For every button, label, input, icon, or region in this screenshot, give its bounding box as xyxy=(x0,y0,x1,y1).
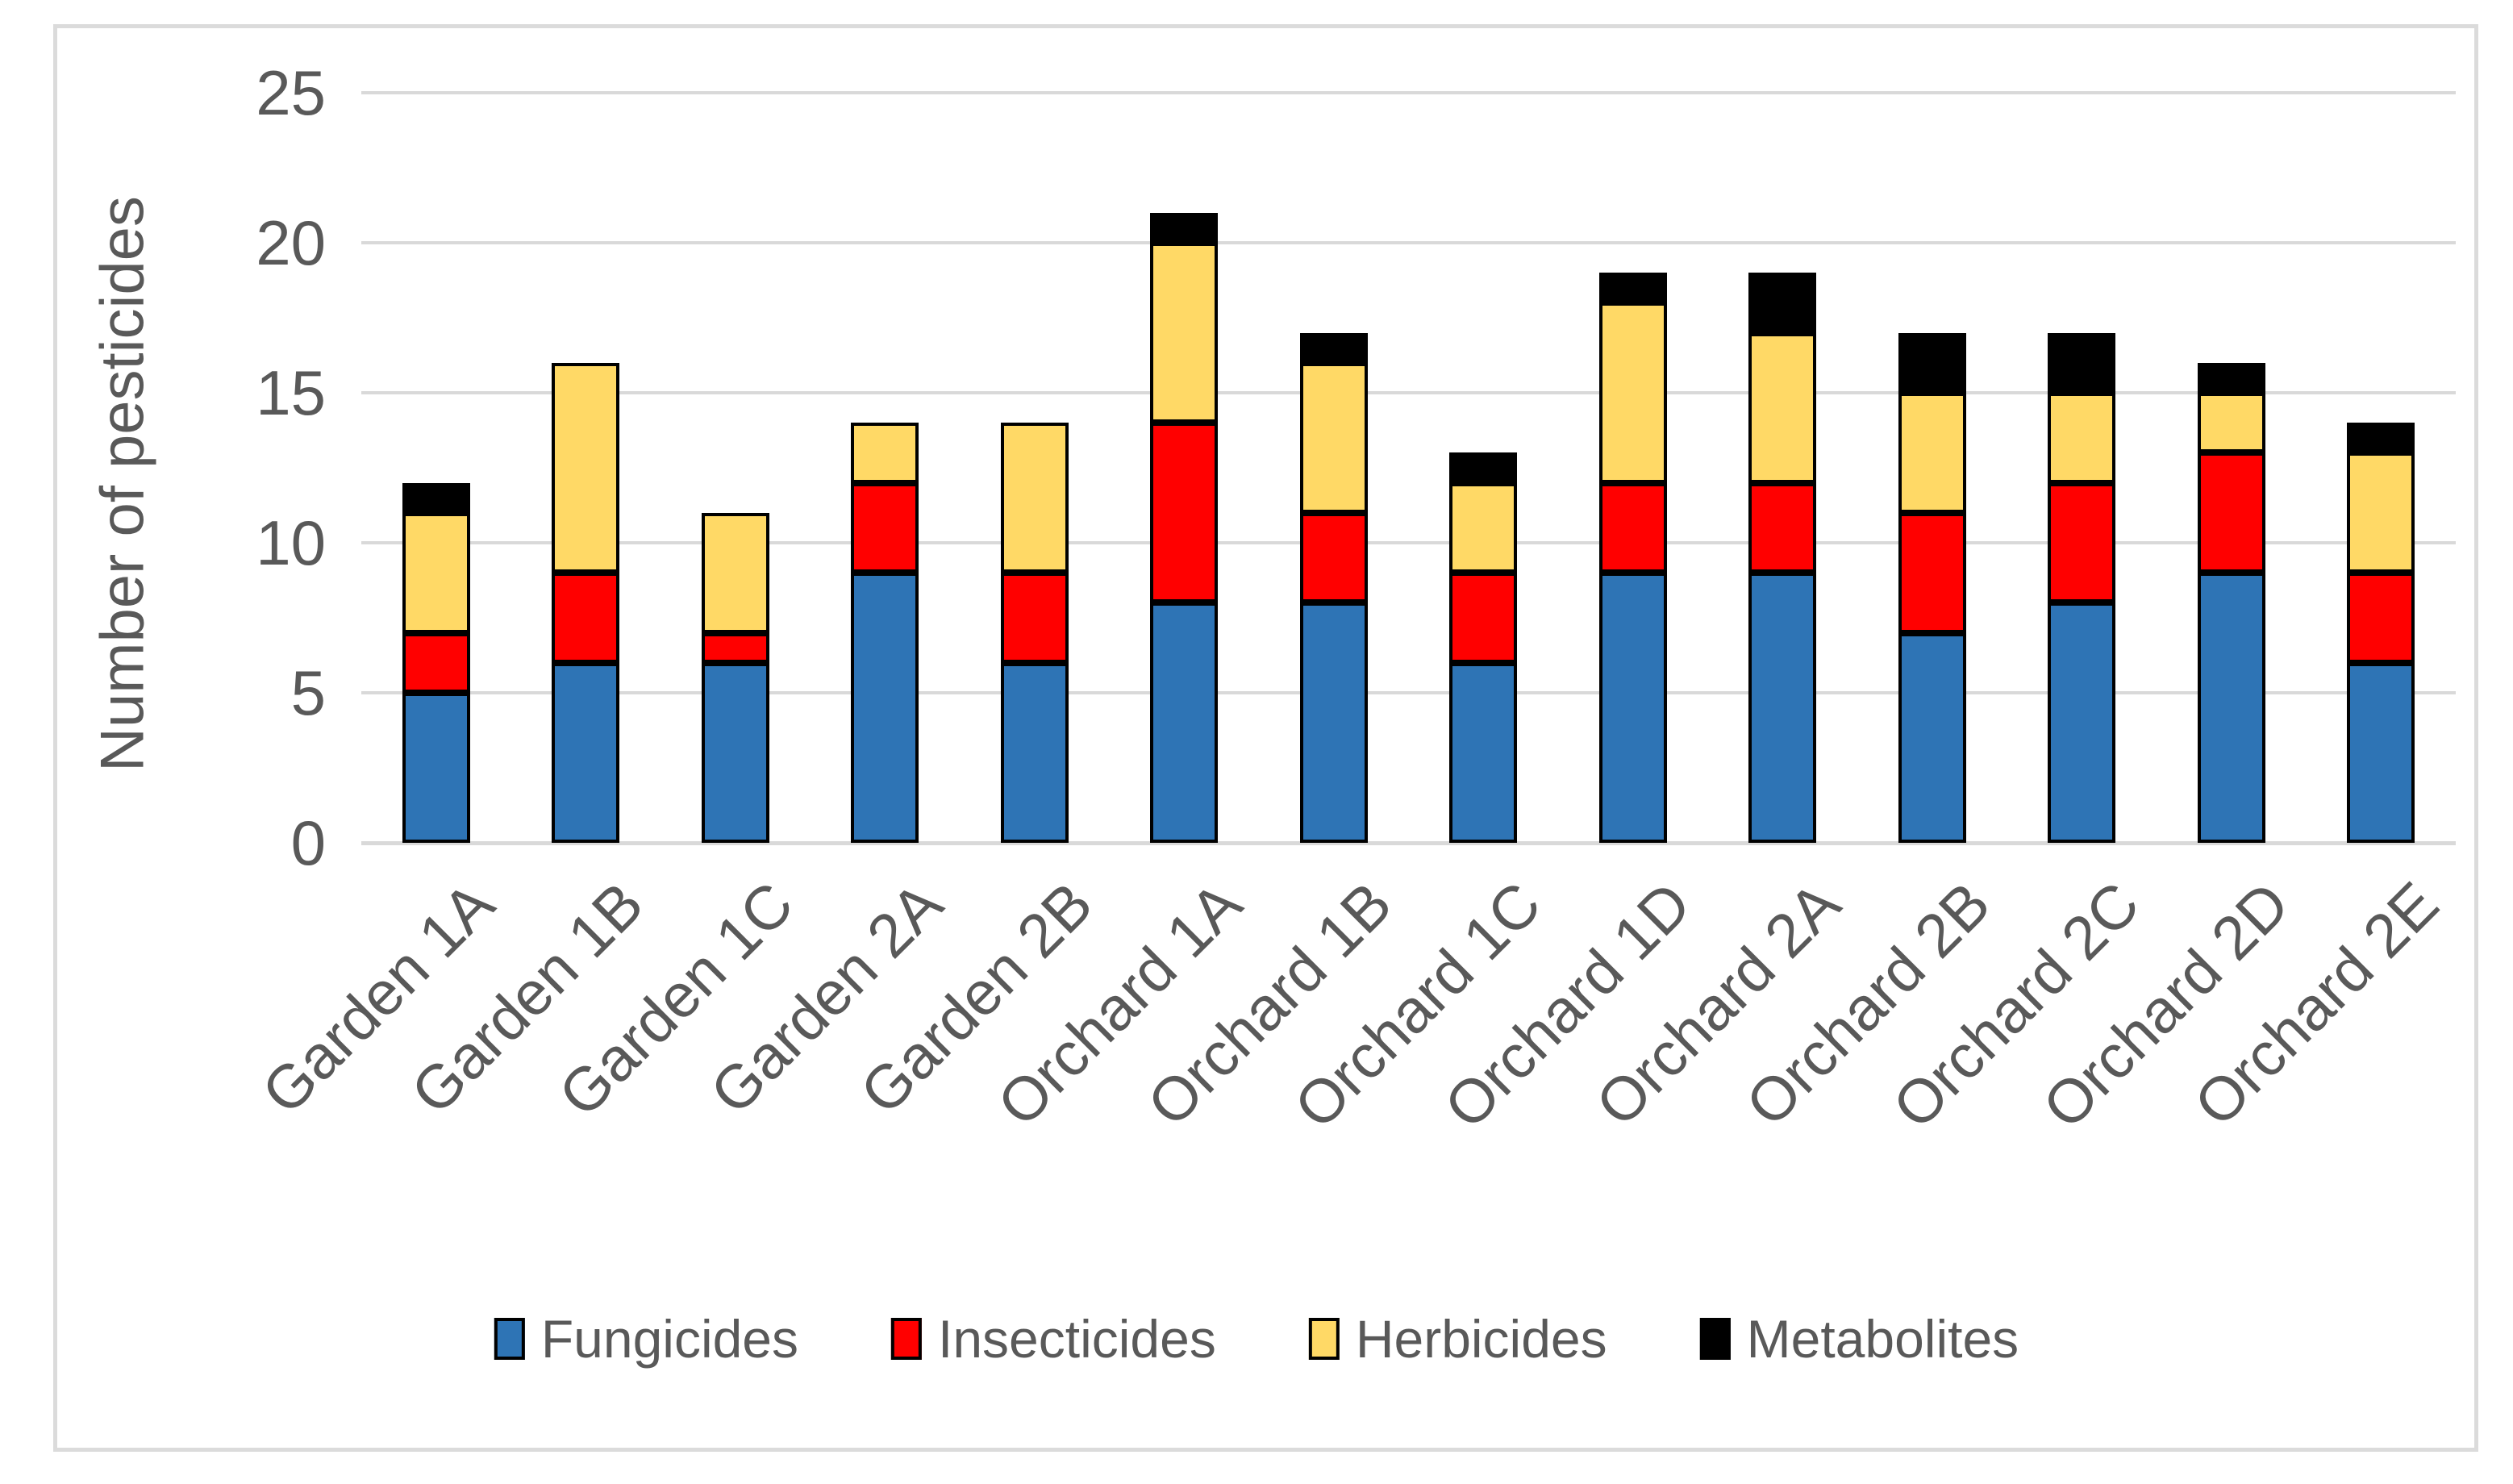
bar-segment-insecticides-orchard-2c xyxy=(2048,482,2116,603)
bar-segment-fungicides-orchard-1a xyxy=(1150,602,1219,843)
bar-segment-metabolites-orchard-1d xyxy=(1598,273,1667,303)
legend-item-metabolites: Metabolites xyxy=(1699,1308,2019,1369)
bar-segment-herbicides-orchard-2a xyxy=(1748,332,1817,483)
bar-segment-insecticides-garden-1b xyxy=(552,573,620,663)
bar-segment-fungicides-garden-1c xyxy=(701,662,769,843)
legend-swatch-insecticides xyxy=(891,1318,923,1360)
bar-segment-insecticides-garden-2a xyxy=(851,482,919,573)
bar-segment-herbicides-orchard-2c xyxy=(2048,393,2116,483)
legend-item-insecticides: Insecticides xyxy=(891,1308,1216,1369)
legend-label-metabolites: Metabolites xyxy=(1746,1309,2019,1369)
gridline-25 xyxy=(361,91,2456,94)
bar-segment-herbicides-garden-1b xyxy=(552,362,620,573)
bar-segment-insecticides-orchard-2d xyxy=(2197,452,2265,573)
bar-segment-insecticides-garden-2b xyxy=(1000,573,1069,663)
gridline-15 xyxy=(361,391,2456,394)
gridline-20 xyxy=(361,241,2456,244)
bar-segment-fungicides-garden-2b xyxy=(1000,662,1069,843)
bar-segment-insecticides-orchard-2a xyxy=(1748,482,1817,573)
bar-segment-metabolites-orchard-2d xyxy=(2197,362,2265,393)
bar-segment-fungicides-orchard-2a xyxy=(1748,573,1817,843)
y-axis-tick-label-10: 10 xyxy=(256,507,326,578)
bar-segment-fungicides-garden-1a xyxy=(402,693,470,843)
bar-segment-herbicides-garden-2a xyxy=(851,423,919,483)
gridline-5 xyxy=(361,691,2456,694)
bar-segment-insecticides-orchard-1b xyxy=(1299,512,1368,603)
legend-swatch-herbicides xyxy=(1308,1318,1340,1360)
bar-segment-fungicides-orchard-2b xyxy=(1898,632,1966,843)
bar-segment-fungicides-orchard-1d xyxy=(1598,573,1667,843)
bar-segment-insecticides-orchard-1c xyxy=(1449,573,1518,663)
bar-segment-metabolites-orchard-1a xyxy=(1150,212,1219,243)
x-axis-line xyxy=(361,841,2456,845)
legend-swatch-fungicides xyxy=(494,1318,525,1360)
legend-label-herbicides: Herbicides xyxy=(1355,1309,1607,1369)
y-axis-tick-label-0: 0 xyxy=(290,807,326,878)
bar-segment-herbicides-orchard-1b xyxy=(1299,362,1368,513)
bar-segment-metabolites-orchard-1b xyxy=(1299,332,1368,363)
bar-segment-herbicides-orchard-1d xyxy=(1598,302,1667,483)
bar-segment-metabolites-orchard-1c xyxy=(1449,452,1518,483)
bar-segment-herbicides-garden-1a xyxy=(402,512,470,633)
bar-segment-metabolites-garden-1a xyxy=(402,482,470,513)
legend-label-fungicides: Fungicides xyxy=(540,1309,799,1369)
plot-area xyxy=(361,91,2456,845)
bar-segment-insecticides-orchard-2b xyxy=(1898,512,1966,633)
bar-segment-metabolites-orchard-2a xyxy=(1748,273,1817,333)
bar-segment-herbicides-garden-1c xyxy=(701,512,769,633)
bar-segment-fungicides-orchard-1b xyxy=(1299,602,1368,843)
bar-segment-herbicides-garden-2b xyxy=(1000,423,1069,573)
bar-segment-insecticides-orchard-1d xyxy=(1598,482,1667,573)
bar-segment-fungicides-orchard-2c xyxy=(2048,602,2116,843)
bar-segment-herbicides-orchard-2d xyxy=(2197,393,2265,453)
bar-segment-fungicides-orchard-1c xyxy=(1449,662,1518,843)
y-axis-tick-label-5: 5 xyxy=(290,657,326,728)
bar-segment-fungicides-garden-2a xyxy=(851,573,919,843)
bar-segment-metabolites-orchard-2b xyxy=(1898,332,1966,393)
bar-segment-herbicides-orchard-2e xyxy=(2347,452,2415,573)
gridline-10 xyxy=(361,541,2456,544)
legend-item-herbicides: Herbicides xyxy=(1308,1308,1607,1369)
y-axis-tick-label-25: 25 xyxy=(256,57,326,128)
bar-segment-metabolites-orchard-2e xyxy=(2347,423,2415,453)
legend: Fungicides Insecticides Herbicides Metaboli… xyxy=(494,1308,2019,1369)
bar-segment-fungicides-orchard-2e xyxy=(2347,662,2415,843)
legend-swatch-metabolites xyxy=(1699,1318,1731,1360)
bar-segment-insecticides-garden-1a xyxy=(402,632,470,693)
bar-segment-fungicides-garden-1b xyxy=(552,662,620,843)
bar-segment-herbicides-orchard-1c xyxy=(1449,482,1518,573)
y-axis-tick-label-15: 15 xyxy=(256,357,326,428)
bar-segment-insecticides-orchard-2e xyxy=(2347,573,2415,663)
legend-label-insecticides: Insecticides xyxy=(938,1309,1216,1369)
bar-segment-fungicides-orchard-2d xyxy=(2197,573,2265,843)
legend-item-fungicides: Fungicides xyxy=(494,1308,798,1369)
bar-segment-insecticides-orchard-1a xyxy=(1150,423,1219,603)
bar-segment-metabolites-orchard-2c xyxy=(2048,332,2116,393)
bar-segment-herbicides-orchard-1a xyxy=(1150,243,1219,423)
bar-segment-herbicides-orchard-2b xyxy=(1898,393,1966,513)
y-axis-tick-label-20: 20 xyxy=(256,207,326,278)
bar-segment-insecticides-garden-1c xyxy=(701,632,769,663)
